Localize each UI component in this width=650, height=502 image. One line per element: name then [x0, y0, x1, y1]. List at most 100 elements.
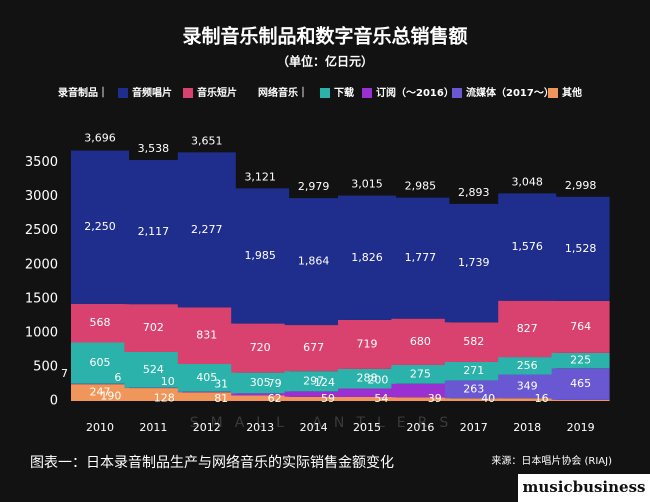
bar-segment [338, 319, 396, 369]
y-tick-label: 1000 [25, 325, 58, 340]
y-tick-label: 3000 [25, 189, 58, 204]
bar-segment [177, 364, 236, 392]
legend-swatch [362, 88, 372, 98]
data-label: 263 [463, 382, 484, 395]
legend-swatch [548, 88, 558, 98]
bar-segment [124, 351, 183, 388]
bar-segment [71, 303, 129, 343]
x-tick-label: 2016 [406, 421, 434, 434]
x-tick-label: 2012 [193, 421, 221, 434]
data-label: 2,250 [84, 220, 116, 233]
bar-segment [551, 368, 610, 400]
total-label: 2,893 [458, 186, 490, 199]
total-label: 3,538 [138, 142, 170, 155]
watermark: SMALL ANTLERS [190, 415, 460, 431]
y-tick-label: 2000 [25, 257, 58, 272]
x-tick-label: 2010 [86, 421, 114, 434]
data-label: 10 [161, 375, 175, 388]
data-label: 1,826 [351, 251, 383, 264]
brand-box [518, 474, 650, 502]
bar-segment [338, 195, 396, 320]
bar-segment [177, 307, 236, 365]
chart-title: 录制音乐制品和数字音乐总销售额 [182, 25, 467, 48]
bar-segment [284, 396, 343, 401]
bar-segment [338, 388, 396, 397]
bar-segment [284, 198, 343, 326]
data-label: 1,985 [244, 249, 276, 262]
data-label: 225 [570, 354, 591, 367]
total-label: 3,015 [351, 178, 383, 191]
total-label: 3,651 [191, 134, 223, 147]
data-label: 79 [268, 377, 282, 390]
bar-segment [284, 325, 343, 372]
bar-segment [177, 152, 236, 308]
data-label: 1,528 [565, 242, 597, 255]
bar-segment [551, 399, 610, 401]
bar-segment [177, 392, 236, 401]
x-tick-label: 2014 [300, 421, 328, 434]
data-label: 271 [463, 364, 484, 377]
data-label: 764 [570, 320, 591, 333]
bar-segment [284, 391, 343, 397]
bar-segment [391, 364, 450, 384]
source: 来源：日本唱片协会 (RIAJ) [491, 454, 612, 467]
data-label: 288 [357, 372, 378, 385]
y-tick-label: 3500 [25, 155, 58, 170]
data-label: 349 [517, 379, 538, 392]
data-label: 59 [321, 392, 335, 405]
data-label: 465 [570, 377, 591, 390]
bar-segment [551, 196, 610, 301]
chart-subtitle: （单位：亿日元） [277, 54, 373, 69]
data-label: 719 [357, 337, 378, 350]
legend-label: 其他 [562, 86, 582, 99]
bar-segment [71, 342, 129, 384]
data-label: 128 [154, 392, 175, 405]
x-tick-label: 2018 [513, 421, 541, 434]
bar-segment [391, 318, 450, 365]
data-label: 31 [214, 377, 228, 390]
bar-segment [391, 197, 450, 319]
data-label: 702 [143, 321, 164, 334]
data-label: 831 [196, 329, 217, 342]
legend-label: 音频唱片 [132, 86, 172, 99]
data-label: 190 [100, 390, 121, 403]
bar-segment [498, 374, 557, 399]
bar-segment [231, 323, 290, 373]
bar-segment [124, 304, 183, 352]
data-label: 54 [374, 392, 388, 405]
data-label: 40 [481, 392, 495, 405]
bar-segment [444, 361, 503, 381]
bar-segment [498, 398, 557, 401]
legend-swatch [320, 88, 330, 98]
data-label: 680 [410, 335, 431, 348]
total-label: 2,979 [298, 180, 330, 193]
bar-segment [551, 352, 610, 369]
legend-label: 订阅（～2016） [376, 86, 454, 99]
bar-segment [444, 322, 503, 362]
data-label: 247 [90, 386, 111, 399]
data-label: 81 [214, 392, 228, 405]
bar-segment [231, 188, 290, 324]
data-label: 200 [367, 374, 388, 387]
data-label: 1,864 [298, 255, 330, 268]
data-label: 39 [428, 392, 442, 405]
total-label: 3,696 [84, 131, 116, 144]
legend-swatch [452, 88, 462, 98]
bar-segment [231, 395, 290, 401]
bar-segment [551, 300, 610, 353]
data-label: 2,117 [138, 225, 170, 238]
data-label: 7 [61, 367, 68, 380]
bar-segment [177, 391, 236, 393]
bar-segment [338, 396, 396, 401]
legend-group: 网络音乐｜ [258, 86, 308, 99]
data-label: 275 [410, 367, 431, 380]
x-tick-label: 2011 [139, 421, 167, 434]
bar-segment [231, 393, 290, 396]
data-label: 827 [517, 322, 538, 335]
legend-label: 音乐短片 [197, 86, 237, 99]
bar-segment [284, 371, 343, 392]
total-label: 2,998 [565, 179, 597, 192]
bar-segment [444, 203, 503, 323]
data-label: 677 [303, 341, 324, 354]
data-label: 62 [268, 392, 282, 405]
